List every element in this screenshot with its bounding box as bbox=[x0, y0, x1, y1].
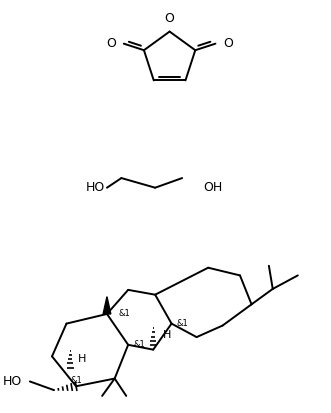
Text: O: O bbox=[106, 37, 116, 50]
Text: &1: &1 bbox=[176, 319, 188, 328]
Text: O: O bbox=[223, 37, 233, 50]
Polygon shape bbox=[103, 297, 111, 314]
Text: OH: OH bbox=[203, 181, 223, 194]
Text: HO: HO bbox=[86, 181, 105, 194]
Text: H: H bbox=[163, 330, 171, 340]
Text: &1: &1 bbox=[118, 309, 130, 318]
Text: O: O bbox=[165, 12, 174, 25]
Text: &1: &1 bbox=[70, 376, 82, 385]
Text: H: H bbox=[78, 354, 86, 364]
Text: &1: &1 bbox=[134, 340, 146, 349]
Text: HO: HO bbox=[3, 375, 22, 388]
